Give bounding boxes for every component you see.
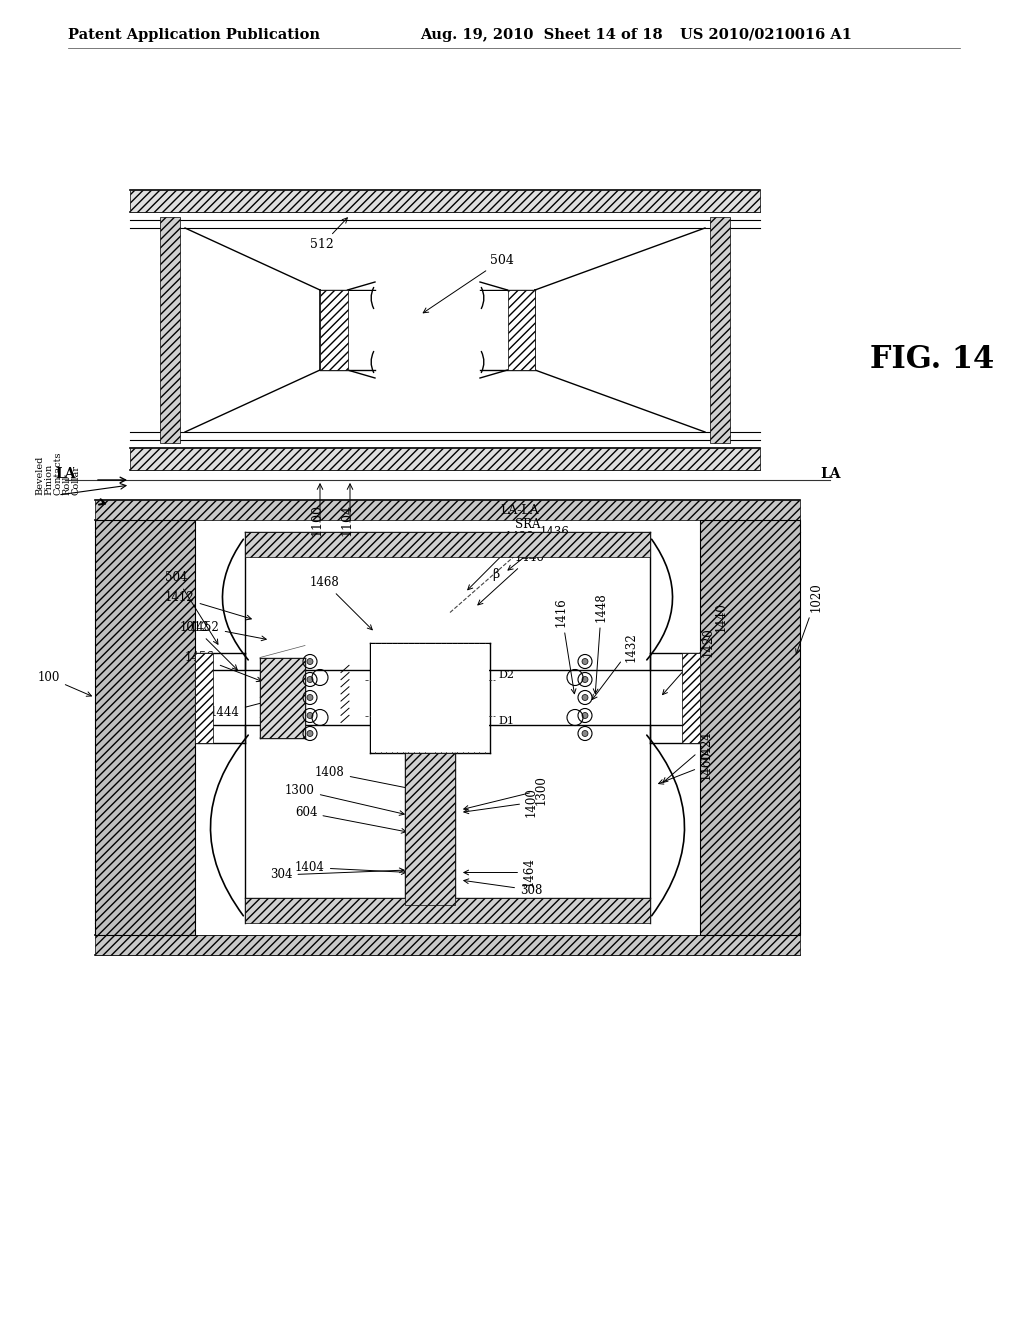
Text: 1100: 1100 [310,504,323,536]
Text: SRA: SRA [515,517,541,531]
Text: Patent Application Publication: Patent Application Publication [68,28,319,42]
Text: LA-LA: LA-LA [500,503,539,516]
Bar [195,652,213,742]
Bar [508,290,535,370]
Text: D2: D2 [498,669,514,680]
Bar [245,898,650,923]
Text: 1456: 1456 [185,651,261,681]
Circle shape [582,713,588,718]
Text: Roll: Roll [62,475,72,495]
Text: LA: LA [820,467,841,480]
Bar [160,216,180,444]
Circle shape [582,659,588,664]
Bar [682,652,700,742]
Text: 1460: 1460 [658,750,713,784]
Text: 1412: 1412 [165,591,251,620]
Text: 1420: 1420 [663,627,715,694]
Circle shape [307,676,313,682]
Circle shape [582,694,588,701]
Bar [319,290,347,370]
Text: Contacts: Contacts [53,451,62,495]
Text: US 2010/0210016 A1: US 2010/0210016 A1 [680,28,852,42]
Text: 1404: 1404 [295,861,407,874]
Bar [95,520,195,935]
Text: 100: 100 [38,671,91,696]
Text: 504: 504 [423,253,514,313]
Circle shape [307,730,313,737]
Bar [371,644,489,751]
Text: 1012: 1012 [180,620,238,669]
Text: 1424: 1424 [663,730,713,783]
Text: 1300: 1300 [464,775,548,810]
Text: 1408: 1408 [315,766,426,793]
Text: 1104: 1104 [340,504,353,536]
Text: 1020: 1020 [796,582,823,653]
Text: Collar: Collar [72,465,81,495]
Text: 304: 304 [270,869,404,882]
Text: 1432: 1432 [592,632,638,700]
Circle shape [582,676,588,682]
Circle shape [307,713,313,718]
Bar [348,290,507,370]
Circle shape [307,694,313,701]
Text: 1300: 1300 [285,784,404,816]
Bar [700,520,800,935]
Text: Pinion: Pinion [44,463,53,495]
Text: 604: 604 [295,807,407,833]
Text: 1452: 1452 [190,620,266,640]
Text: FIG. 14: FIG. 14 [870,345,994,375]
Text: 1446: 1446 [478,550,545,605]
Text: Aug. 19, 2010  Sheet 14 of 18: Aug. 19, 2010 Sheet 14 of 18 [420,28,663,42]
Bar [245,532,650,557]
Text: 1464: 1464 [464,858,536,887]
Circle shape [582,730,588,737]
Bar [406,752,455,906]
Text: 1400: 1400 [464,788,538,817]
Text: 504: 504 [165,572,218,644]
Text: β: β [492,568,500,581]
Bar [130,447,760,470]
Text: LA: LA [55,467,76,480]
Bar [710,216,730,444]
Bar [260,657,305,738]
Text: 1468: 1468 [310,576,373,630]
Text: 1444: 1444 [210,697,279,719]
Text: 308: 308 [464,879,543,896]
Text: 1428: 1428 [468,531,535,590]
Circle shape [307,659,313,664]
Text: D1: D1 [498,715,514,726]
Text: 1436: 1436 [508,525,570,570]
Text: 512: 512 [310,218,347,252]
Bar [95,500,800,520]
Bar [195,520,700,935]
Text: 1440: 1440 [687,602,728,675]
Bar [95,935,800,954]
Text: Beveled: Beveled [36,455,44,495]
Text: 1448: 1448 [593,593,608,693]
Text: 1416: 1416 [555,598,575,694]
Bar [130,190,760,213]
